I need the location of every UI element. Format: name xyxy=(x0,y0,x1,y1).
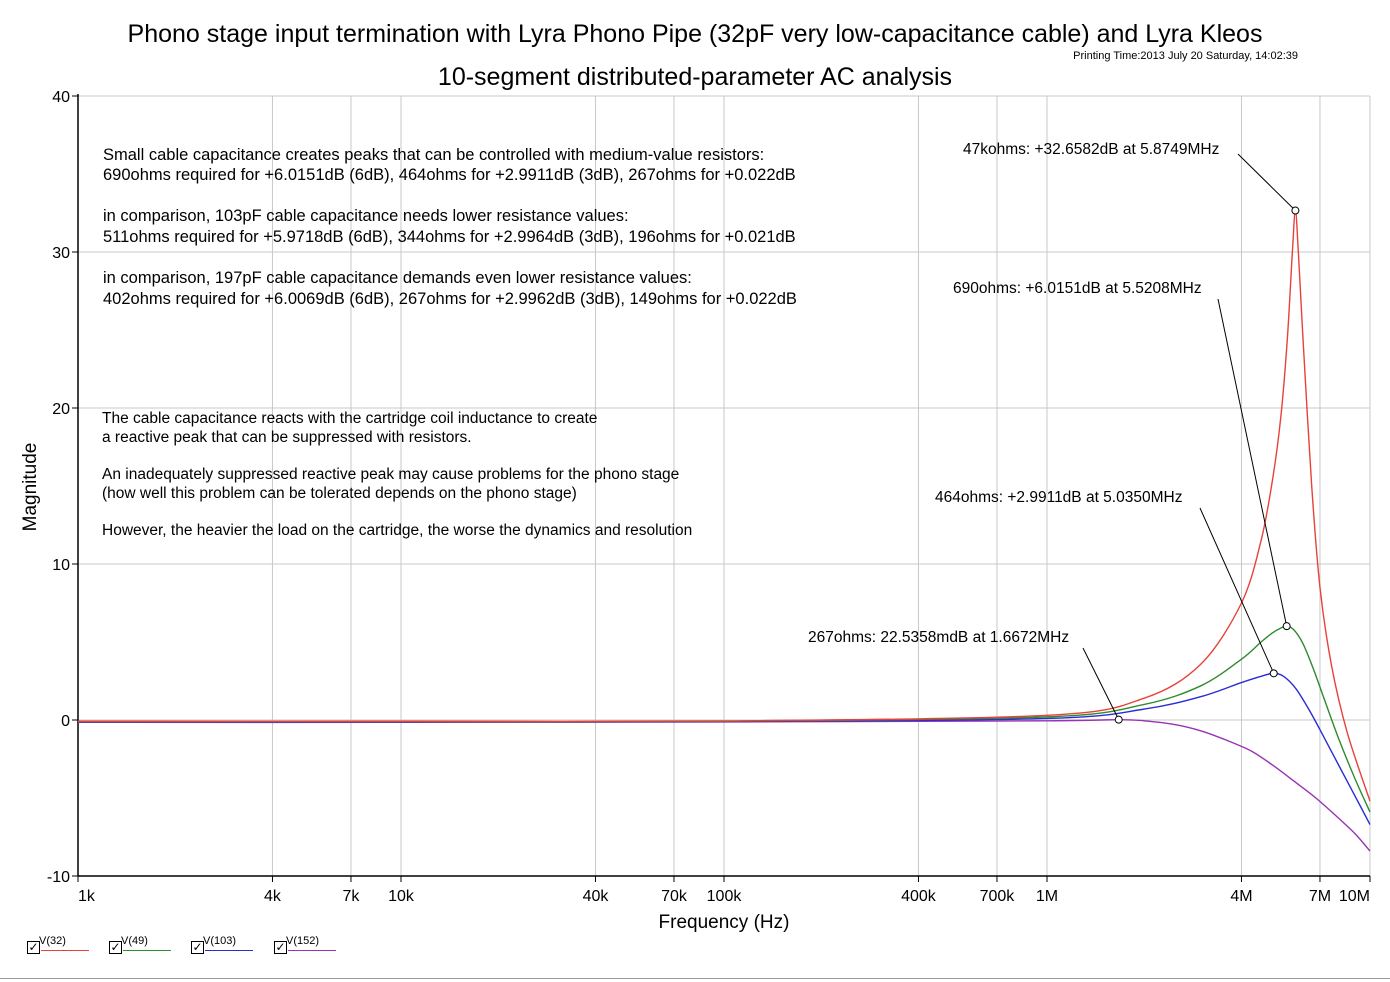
grid xyxy=(78,95,1371,876)
legend-label: V(152) xyxy=(286,935,320,947)
legend-item: ✓ V(152) xyxy=(274,930,354,960)
annotation-marker xyxy=(1291,206,1300,215)
series-lines xyxy=(77,209,1371,852)
x-tick-label: 70k xyxy=(661,888,688,905)
y-tick-label: -10 xyxy=(47,869,70,886)
legend-checkbox[interactable]: ✓ xyxy=(191,940,204,954)
note-line: in comparison, 197pF cable capacitance d… xyxy=(103,269,692,287)
note-line: in comparison, 103pF cable capacitance n… xyxy=(103,207,629,225)
x-tick-label: 4M xyxy=(1230,888,1252,905)
note-line: An inadequately suppressed reactive peak… xyxy=(102,466,679,483)
annotations: 47kohms: +32.6582dB at 5.8749MHz 690ohms:… xyxy=(808,141,1300,724)
note-line: 690ohms required for +6.0151dB (6dB), 46… xyxy=(103,166,796,184)
note-line: The cable capacitance reacts with the ca… xyxy=(102,410,597,427)
x-tick-label: 700k xyxy=(980,888,1016,905)
legend-item: ✓ V(32) xyxy=(27,930,107,960)
bottom-divider xyxy=(0,978,1390,979)
legend-item: ✓ V(49) xyxy=(109,930,189,960)
y-tick-label: 30 xyxy=(52,245,70,262)
note-line: a reactive peak that can be suppressed w… xyxy=(102,429,472,446)
legend-item: ✓ V(103) xyxy=(191,930,271,960)
x-tick-label: 7k xyxy=(343,888,361,905)
note-line: However, the heavier the load on the car… xyxy=(102,522,692,539)
legend-swatch xyxy=(123,950,171,951)
annotation-leader xyxy=(1082,647,1120,720)
x-axis-label: Frequency (Hz) xyxy=(659,912,790,933)
y-tick-label: 10 xyxy=(52,557,70,574)
x-tick-label: 1k xyxy=(78,888,96,905)
annotation-marker xyxy=(1282,622,1291,631)
annotation-leader xyxy=(1217,298,1288,627)
annotation-leader xyxy=(1199,507,1275,674)
annotation-marker xyxy=(1114,715,1123,724)
legend-checkbox[interactable]: ✓ xyxy=(274,940,287,954)
notes: Small cable capacitance creates peaks th… xyxy=(102,146,797,539)
legend-swatch xyxy=(41,950,89,951)
note-line: (how well this problem can be tolerated … xyxy=(102,485,577,502)
x-tick-label: 40k xyxy=(583,888,610,905)
x-tick-label: 100k xyxy=(707,888,743,905)
annotation-leader xyxy=(1237,153,1296,211)
annotation-marker xyxy=(1269,669,1278,678)
y-tick-label: 20 xyxy=(52,401,70,418)
legend-checkbox[interactable]: ✓ xyxy=(109,940,122,954)
legend: ✓ V(32) ✓ V(49) ✓ V(103) ✓ V(152) xyxy=(0,930,400,960)
legend-label: V(49) xyxy=(121,935,148,947)
note-line: 402ohms required for +6.0069dB (6dB), 26… xyxy=(103,290,797,308)
legend-checkbox[interactable]: ✓ xyxy=(27,940,40,954)
note-line: 511ohms required for +5.9718dB (6dB), 34… xyxy=(103,228,796,246)
printing-time: Printing Time:2013 July 20 Saturday, 14:… xyxy=(1073,50,1298,62)
series-line xyxy=(77,209,1371,802)
legend-swatch xyxy=(205,950,253,951)
annotation-label: 690ohms: +6.0151dB at 5.5208MHz xyxy=(953,280,1202,297)
y-tick-label: 40 xyxy=(52,89,70,106)
note-line: Small cable capacitance creates peaks th… xyxy=(103,146,764,164)
legend-label: V(103) xyxy=(203,935,237,947)
x-tick-label: 1M xyxy=(1036,888,1058,905)
x-tick-label: 10k xyxy=(388,888,415,905)
annotation-label: 464ohms: +2.9911dB at 5.0350MHz xyxy=(935,489,1182,506)
legend-swatch xyxy=(288,950,336,951)
x-tick-label: 400k xyxy=(901,888,937,905)
x-tick-label: 4k xyxy=(264,888,282,905)
annotation-label: 267ohms: 22.5358mdB at 1.6672MHz xyxy=(808,629,1069,646)
annotation-label: 47kohms: +32.6582dB at 5.8749MHz xyxy=(963,141,1219,158)
chart-title: Phono stage input termination with Lyra … xyxy=(128,20,1263,48)
x-tick-label: 10M xyxy=(1339,888,1370,905)
y-axis-label: Magnitude xyxy=(20,443,41,532)
x-tick-label: 7M xyxy=(1309,888,1331,905)
y-tick-label: 0 xyxy=(61,713,70,730)
axes: -10 0 10 20 30 40 1k 4k 7k 10k 40k 70k 100k 400k 700k 1… xyxy=(47,89,1371,905)
chart-subtitle: 10-segment distributed-parameter AC anal… xyxy=(438,63,952,91)
legend-label: V(32) xyxy=(39,935,66,947)
